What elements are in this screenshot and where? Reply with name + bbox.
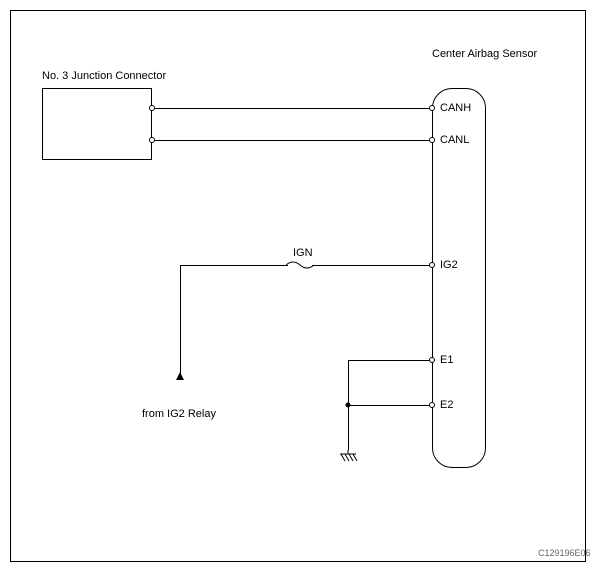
ign-fuse-symbol bbox=[286, 260, 314, 270]
center-airbag-sensor-label: Center Airbag Sensor bbox=[432, 48, 537, 60]
terminal-sensor-e1 bbox=[429, 357, 435, 363]
ground-symbol-icon bbox=[338, 450, 358, 466]
pin-label-e2: E2 bbox=[440, 399, 453, 411]
from-ig2-relay-label: from IG2 Relay bbox=[142, 408, 216, 420]
node-e2-junction bbox=[346, 403, 351, 408]
ign-label: IGN bbox=[293, 247, 313, 259]
wire-ig2-vertical bbox=[180, 265, 181, 380]
wire-ig2-right bbox=[312, 265, 432, 266]
wire-e1 bbox=[348, 360, 432, 361]
wire-e2 bbox=[348, 405, 432, 406]
terminal-sensor-e2 bbox=[429, 402, 435, 408]
pin-label-canh: CANH bbox=[440, 102, 471, 114]
pin-label-canl: CANL bbox=[440, 134, 469, 146]
arrow-up-icon bbox=[176, 372, 184, 380]
wire-canl bbox=[152, 140, 432, 141]
junction-connector-label: No. 3 Junction Connector bbox=[42, 70, 166, 82]
terminal-sensor-canl bbox=[429, 137, 435, 143]
terminal-junction-canl bbox=[149, 137, 155, 143]
wire-canh bbox=[152, 108, 432, 109]
terminal-sensor-canh bbox=[429, 105, 435, 111]
junction-connector-box bbox=[42, 88, 152, 160]
terminal-junction-canh bbox=[149, 105, 155, 111]
pin-label-ig2: IG2 bbox=[440, 259, 458, 271]
wire-ig2-left bbox=[180, 265, 288, 266]
terminal-sensor-ig2 bbox=[429, 262, 435, 268]
pin-label-e1: E1 bbox=[440, 354, 453, 366]
image-id-label: C129196E06 bbox=[538, 548, 591, 558]
